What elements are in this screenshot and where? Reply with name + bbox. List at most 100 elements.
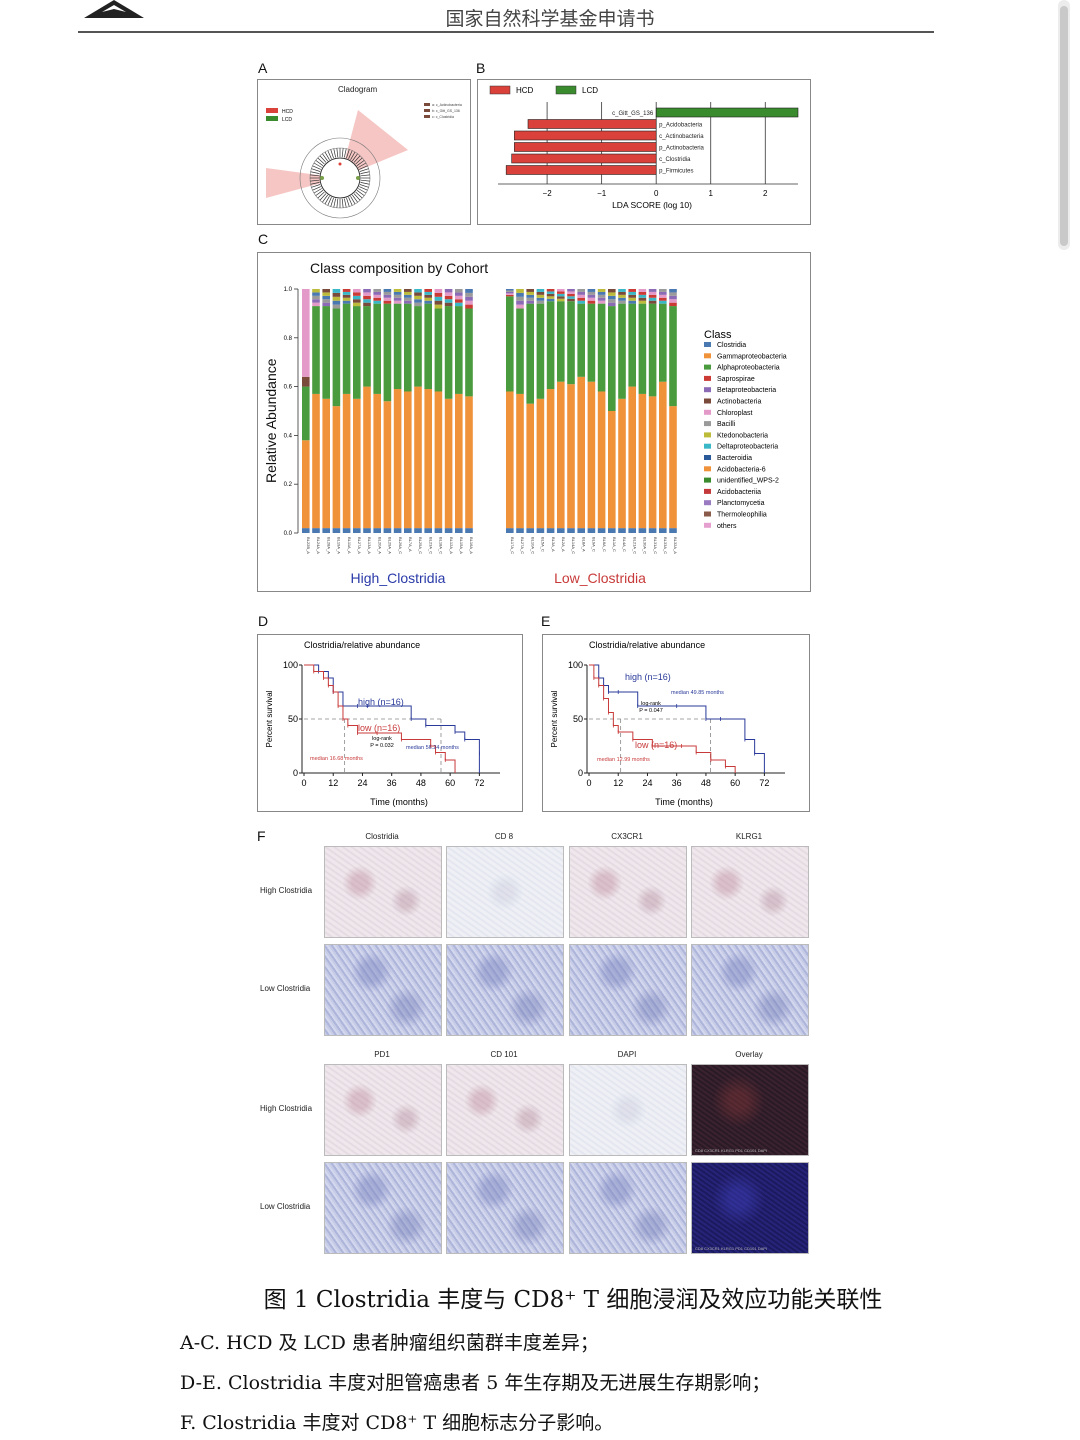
- composition-legend-swatch: [704, 443, 711, 449]
- survival-y-tick-label: 100: [568, 660, 583, 670]
- composition-bar-segment: [587, 303, 596, 382]
- cladogram-legend-hcd-swatch: [266, 108, 278, 113]
- composition-sample-label: BL3A_A: [551, 537, 556, 552]
- composition-bar-segment: [332, 296, 341, 301]
- micrograph-image: [569, 846, 687, 938]
- composition-bar-segment: [608, 289, 616, 293]
- survival-x-tick-label: 60: [730, 778, 740, 788]
- composition-bar-segment: [648, 297, 657, 301]
- micrograph-row-label: High Clostridia: [260, 1104, 313, 1113]
- composition-bar-segment: [638, 303, 647, 394]
- survival-y-axis-label: Percent survival: [265, 690, 274, 747]
- composition-bar-segment: [312, 295, 320, 300]
- composition-sample-label: BL11A_A: [347, 537, 352, 554]
- composition-bar-segment: [424, 297, 432, 301]
- composition-bar-segment: [526, 403, 534, 529]
- composition-sample-label: BL5A_C: [541, 537, 546, 552]
- micrograph-image: [691, 846, 809, 938]
- composition-sample-label: BL7A_A: [408, 537, 413, 552]
- composition-bar-segment: [383, 297, 392, 301]
- composition-bar-segment: [404, 291, 412, 295]
- lda-chart: HCD LCD c_Gitt_GS_136 p_Acidobacteria c_Ac…: [489, 85, 799, 210]
- composition-bar-segment: [608, 292, 616, 296]
- composition-bar-segment: [526, 300, 534, 304]
- composition-bar-segment: [597, 289, 606, 292]
- composition-bar-segment: [414, 302, 422, 307]
- composition-legend-swatch: [704, 488, 711, 494]
- composition-bar-segment: [332, 289, 341, 293]
- composition-bar-segment: [312, 528, 320, 533]
- composition-bar-segment: [455, 393, 463, 529]
- composition-bar-segment: [608, 302, 616, 307]
- cladogram-title: Cladogram: [338, 85, 377, 94]
- composition-bar-segment: [597, 297, 606, 301]
- composition-bar-segment: [536, 398, 545, 529]
- composition-bar-segment: [465, 396, 473, 529]
- panel-letter-a: A: [258, 60, 268, 76]
- composition-bar-segment: [363, 306, 371, 387]
- composition-bar-segment: [363, 386, 371, 529]
- composition-bar-segment: [404, 391, 412, 529]
- micrograph-image: [446, 944, 564, 1036]
- composition-bar-segment: [557, 289, 565, 292]
- composition-bar-segment: [536, 528, 545, 533]
- composition-legend-label: Ktedonobacteria: [717, 432, 768, 439]
- survival-title: Clostridia/relative abundance: [589, 640, 705, 650]
- composition-sample-label: BL30A_C: [643, 537, 648, 554]
- composition-bar-segment: [383, 289, 392, 292]
- micrograph-image: [691, 944, 809, 1036]
- composition-bar-segment: [618, 294, 626, 298]
- lda-category-label: p_Acidobacteria: [659, 123, 703, 129]
- micrograph-image: CD8 CX3CR1 KLRG1 PD1 CD101 DAPI: [691, 1162, 809, 1254]
- lda-x-tick-label: −2: [543, 189, 553, 198]
- micrograph-image: [446, 846, 564, 938]
- composition-legend-label: Betaproteobacteria: [717, 387, 776, 394]
- composition-legend-label: Clostridia: [717, 342, 746, 349]
- composition-bar-segment: [465, 296, 473, 301]
- composition-sample-label: BL26A_C: [398, 537, 403, 554]
- composition-bar-segment: [322, 292, 330, 296]
- composition-bar-segment: [404, 294, 412, 298]
- composition-bar-segment: [546, 293, 555, 297]
- composition-bar-segment: [638, 528, 647, 533]
- composition-bar-segment: [363, 299, 371, 303]
- composition-bar-segment: [424, 389, 432, 529]
- composition-y-tick-label: 0.2: [284, 482, 293, 488]
- header-divider: [78, 31, 934, 33]
- composition-legend-label: others: [717, 523, 737, 530]
- composition-bar-segment: [332, 406, 341, 529]
- lda-x-tick-label: 0: [654, 189, 659, 198]
- composition-bar-segment: [618, 297, 626, 301]
- composition-bar-segment: [414, 306, 422, 387]
- composition-bar-segment: [434, 292, 443, 297]
- composition-bar-segment: [659, 289, 667, 292]
- composition-bar-segment: [393, 294, 402, 298]
- composition-bar-segment: [414, 386, 422, 529]
- composition-bar-segment: [342, 393, 351, 529]
- composition-bar-segment: [567, 296, 575, 299]
- survival-title: Clostridia/relative abundance: [304, 640, 420, 650]
- composition-bar-segment: [342, 294, 351, 298]
- micrograph-image: CD8 CX3CR1 KLRG1 PD1 CD101 DAPI: [691, 1064, 809, 1156]
- composition-bar-segment: [424, 300, 432, 304]
- composition-bar-segment: [363, 292, 371, 296]
- composition-bar-segment: [444, 299, 453, 303]
- survival-x-tick-label: 72: [474, 778, 484, 788]
- composition-bar-segment: [516, 300, 524, 305]
- composition-bar-segment: [465, 528, 473, 533]
- composition-sample-label: BL13A_A: [367, 537, 372, 554]
- lda-bar: [511, 153, 657, 164]
- lda-legend-hcd: HCD: [516, 86, 534, 95]
- composition-legend-label: Thermoleophilia: [717, 512, 767, 519]
- micrograph-image: [324, 846, 442, 938]
- composition-bar-segment: [322, 299, 330, 303]
- composition-bar-segment: [536, 294, 545, 298]
- composition-legend-swatch: [704, 398, 711, 404]
- composition-bar-segment: [638, 297, 647, 301]
- composition-bar-segment: [659, 294, 667, 298]
- composition-legend-swatch: [704, 466, 711, 472]
- composition-bar-segment: [373, 294, 381, 298]
- composition-bar-segment: [546, 289, 555, 292]
- composition-bar-segment: [506, 290, 514, 292]
- scrollbar-thumb[interactable]: [1060, 6, 1068, 246]
